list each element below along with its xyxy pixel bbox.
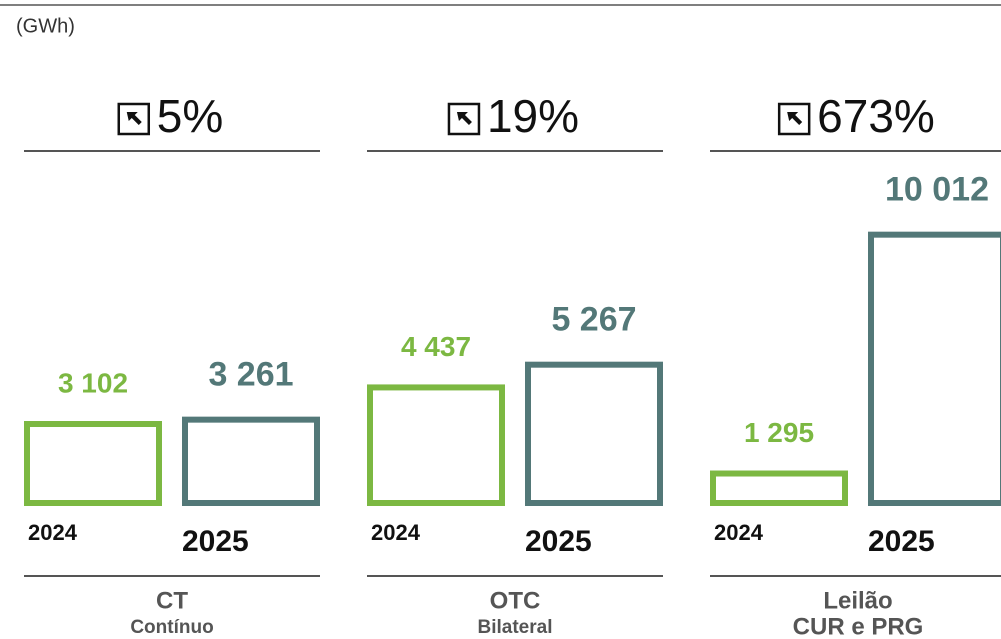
bar bbox=[367, 384, 505, 507]
series-label: 2024 bbox=[714, 520, 764, 545]
change-label: 673% bbox=[817, 90, 935, 142]
series-label: 2025 bbox=[182, 525, 249, 558]
value-label: 5 267 bbox=[551, 301, 636, 339]
bar bbox=[710, 470, 848, 506]
series-label: 2025 bbox=[868, 525, 935, 558]
change-label: 5% bbox=[157, 90, 223, 142]
category-subtitle: Contínuo bbox=[130, 617, 213, 638]
value-label: 3 261 bbox=[208, 356, 293, 394]
category-label: OTC bbox=[490, 587, 541, 614]
series-label: 2025 bbox=[525, 525, 592, 558]
arrow-icon-box bbox=[777, 102, 811, 136]
unit-label: (GWh) bbox=[16, 15, 75, 37]
series-label: 2024 bbox=[371, 520, 421, 545]
arrow-icon-box bbox=[447, 102, 481, 136]
value-label: 3 102 bbox=[58, 367, 128, 398]
arrow-icon-box bbox=[117, 102, 151, 136]
category-subtitle: Bilateral bbox=[478, 617, 553, 638]
arrow-icon bbox=[787, 112, 803, 125]
arrow-icon bbox=[126, 112, 142, 125]
bar bbox=[525, 361, 663, 506]
value-label: 1 295 bbox=[744, 417, 814, 448]
bar bbox=[868, 231, 1001, 506]
category-subtitle: CUR e PRG bbox=[793, 613, 924, 639]
bar bbox=[182, 416, 320, 506]
arrow-icon bbox=[456, 112, 472, 125]
series-label: 2024 bbox=[28, 520, 78, 545]
value-label: 10 012 bbox=[885, 171, 989, 209]
change-label: 19% bbox=[487, 90, 579, 142]
value-label: 4 437 bbox=[401, 331, 471, 362]
bar bbox=[24, 421, 162, 506]
category-label: Leilão bbox=[823, 587, 892, 614]
category-label: CT bbox=[156, 587, 188, 614]
